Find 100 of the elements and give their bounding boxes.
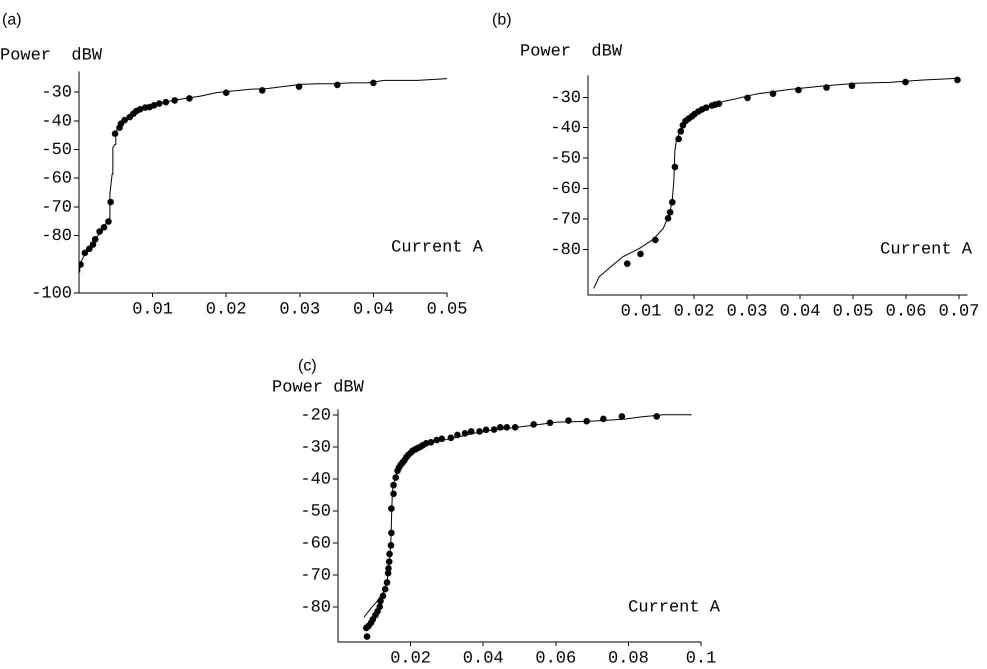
point xyxy=(105,218,112,225)
chart-title: (c) xyxy=(298,357,317,374)
y-tick-label: -70 xyxy=(550,210,581,230)
point xyxy=(795,86,802,94)
point xyxy=(902,78,909,86)
point xyxy=(385,565,392,572)
point xyxy=(672,164,678,170)
point xyxy=(100,224,108,231)
point xyxy=(390,490,397,498)
x-tick-label: 0.04 xyxy=(780,302,820,322)
y-tick-label: -70 xyxy=(300,566,331,586)
x-tick-label: 0.01 xyxy=(132,300,174,320)
x-tick-label: 0.02 xyxy=(390,650,432,669)
y-tick-label: -50 xyxy=(300,502,331,522)
point xyxy=(666,208,674,216)
y-axis-title: Power dBW xyxy=(0,46,103,66)
point xyxy=(222,89,230,96)
point xyxy=(468,428,475,435)
point xyxy=(954,76,961,84)
point xyxy=(546,420,554,426)
y-tick-label: -50 xyxy=(550,150,581,169)
chart-title: (a) xyxy=(2,11,22,28)
point xyxy=(334,82,341,88)
point xyxy=(462,430,468,437)
y-tick-label: -30 xyxy=(41,84,72,103)
point xyxy=(377,598,384,604)
point xyxy=(624,260,631,267)
x-tick-label: 0.1 xyxy=(686,650,716,669)
x-tick-label: 0.03 xyxy=(279,300,320,320)
point xyxy=(454,432,461,438)
y-tick-label: -60 xyxy=(41,170,72,189)
point xyxy=(503,424,510,431)
point xyxy=(136,106,144,113)
point xyxy=(382,586,388,592)
x-tick-label: 0.01 xyxy=(620,302,662,322)
y-axis-title: Power dBW xyxy=(520,42,623,62)
point xyxy=(490,426,498,433)
x-tick-label: 0.02 xyxy=(206,300,247,320)
y-axis-title: Power dBW xyxy=(272,378,365,398)
y-tick-label: -30 xyxy=(300,438,331,458)
y-tick-label: -80 xyxy=(550,240,581,260)
y-tick-label: -40 xyxy=(41,112,72,132)
point xyxy=(428,439,434,446)
point xyxy=(848,82,856,90)
point xyxy=(482,426,490,434)
point xyxy=(82,250,88,256)
point xyxy=(618,413,626,420)
x-axis-title: Current A xyxy=(880,240,973,260)
point xyxy=(384,579,390,586)
y-tick-label: -50 xyxy=(41,140,72,160)
point xyxy=(380,592,386,600)
x-axis-title: Current A xyxy=(391,238,484,258)
point xyxy=(664,215,672,222)
y-tick-label: -40 xyxy=(300,470,331,490)
point xyxy=(107,198,114,206)
point xyxy=(162,98,170,106)
point xyxy=(600,416,607,422)
point xyxy=(438,436,446,442)
point xyxy=(86,246,93,252)
x-tick-label: 0.04 xyxy=(462,650,504,669)
x-tick-label: 0.06 xyxy=(886,302,926,322)
chart-title: (b) xyxy=(492,11,512,28)
point xyxy=(530,421,537,428)
point xyxy=(652,236,659,244)
point xyxy=(150,102,158,109)
point xyxy=(512,424,518,431)
point xyxy=(376,604,384,610)
point xyxy=(258,87,266,94)
point xyxy=(186,95,193,102)
point xyxy=(668,198,676,206)
point xyxy=(156,100,163,107)
point xyxy=(823,84,830,91)
point xyxy=(637,250,644,258)
point xyxy=(386,550,393,558)
y-tick-label: -20 xyxy=(300,406,331,426)
y-tick-label: -40 xyxy=(550,119,581,138)
x-tick-label: 0.02 xyxy=(674,302,714,322)
point xyxy=(171,97,178,104)
y-tick-label: -70 xyxy=(41,198,72,218)
y-tick-label: -30 xyxy=(550,88,581,108)
point xyxy=(702,104,710,111)
point xyxy=(675,136,682,142)
point xyxy=(565,417,572,424)
point xyxy=(96,228,103,235)
point xyxy=(388,530,395,536)
point xyxy=(112,130,118,138)
point xyxy=(653,413,660,420)
point xyxy=(677,128,684,135)
y-tick-label: -100 xyxy=(31,284,72,304)
point xyxy=(121,116,128,124)
point xyxy=(496,424,504,431)
point xyxy=(583,418,590,424)
point xyxy=(388,505,395,512)
x-tick-label: 0.03 xyxy=(726,302,768,322)
point xyxy=(370,80,377,86)
point xyxy=(744,94,751,102)
point xyxy=(476,428,483,435)
point xyxy=(92,236,98,243)
y-tick-label: -80 xyxy=(300,598,331,618)
x-tick-label: 0.08 xyxy=(608,650,649,669)
